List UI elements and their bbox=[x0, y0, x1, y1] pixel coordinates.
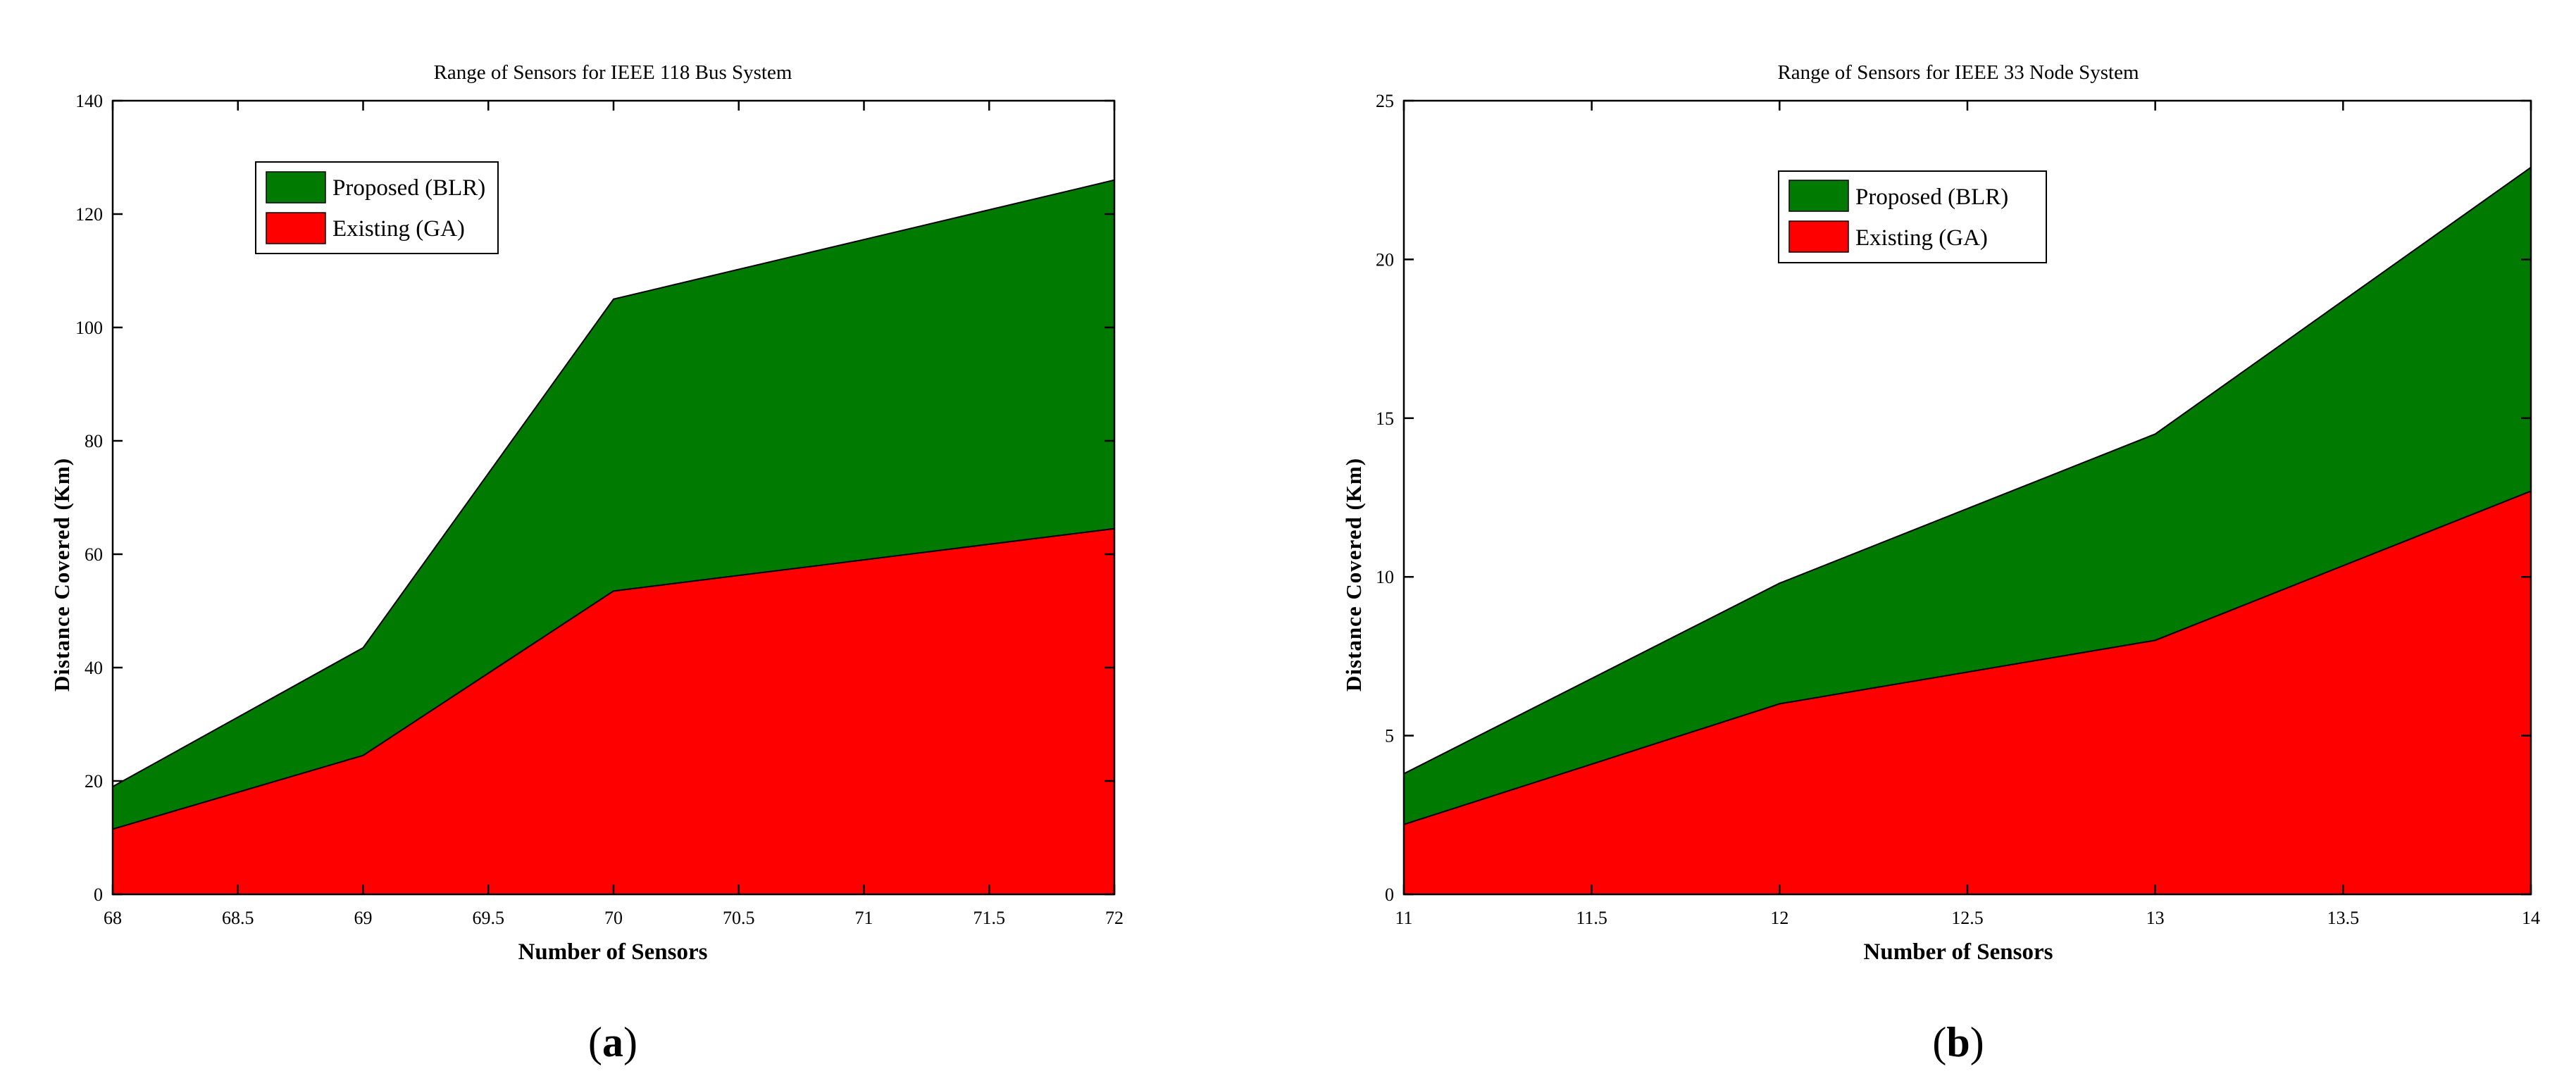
chart-panel-b: Range of Sensors for IEEE 33 Node System… bbox=[1341, 61, 2540, 1065]
chart-b-y-axis-label: Distance Covered (Km) bbox=[1341, 458, 1366, 692]
chart-b-x-tick-label: 12.5 bbox=[1951, 908, 1984, 928]
panel-label-b: (b) bbox=[1932, 1019, 1984, 1065]
chart-b-y-tick-label: 15 bbox=[1376, 408, 1394, 429]
chart-b-plot-area: 11 11.5 12 12.5 13 13.5 14 0 5 10 15 20 25 bbox=[1376, 91, 2540, 928]
chart-b-legend-label-existing: Existing (GA) bbox=[1855, 225, 1988, 251]
panel-label-b-open: ( bbox=[1932, 1019, 1946, 1065]
chart-a-x-tick-label: 68.5 bbox=[222, 908, 254, 928]
chart-a-y-tick-label: 120 bbox=[75, 204, 103, 225]
chart-b-title: Range of Sensors for IEEE 33 Node System bbox=[1777, 61, 2139, 84]
chart-b-legend: Proposed (BLR) Existing (GA) bbox=[1778, 170, 2047, 263]
chart-a-legend: Proposed (BLR) Existing (GA) bbox=[255, 161, 499, 254]
panel-label-a-close: ) bbox=[623, 1019, 637, 1065]
chart-a-legend-label-proposed: Proposed (BLR) bbox=[332, 175, 485, 201]
chart-b-y-tick-label: 0 bbox=[1385, 884, 1394, 905]
chart-a-y-tick-label: 60 bbox=[85, 544, 103, 565]
chart-a-y-tick-label: 20 bbox=[85, 771, 103, 792]
chart-a-x-tick-label: 69.5 bbox=[473, 908, 505, 928]
chart-b-y-tick-label: 20 bbox=[1376, 249, 1394, 270]
chart-b-x-tick-label: 11 bbox=[1395, 908, 1412, 928]
chart-a-x-tick-label: 72 bbox=[1105, 908, 1124, 928]
panel-label-b-close: ) bbox=[1970, 1019, 1984, 1065]
chart-a-legend-swatch-existing bbox=[266, 212, 326, 244]
chart-a-y-tick-label: 80 bbox=[85, 431, 103, 451]
chart-b-x-tick-label: 12 bbox=[1770, 908, 1788, 928]
chart-b-x-tick-label: 11.5 bbox=[1576, 908, 1607, 928]
chart-b-x-tick-label: 13.5 bbox=[2327, 908, 2360, 928]
chart-a-x-axis-label: Number of Sensors bbox=[518, 939, 708, 965]
chart-panel-a: Range of Sensors for IEEE 118 Bus System… bbox=[49, 61, 1124, 1065]
panel-label-b-letter: b bbox=[1946, 1019, 1970, 1065]
chart-a-y-tick-label: 140 bbox=[75, 91, 103, 111]
chart-a-y-tick-label: 40 bbox=[85, 658, 103, 678]
panel-label-a-open: ( bbox=[588, 1019, 602, 1065]
chart-a-x-tick-label: 70.5 bbox=[723, 908, 755, 928]
chart-b-x-tick-label: 14 bbox=[2522, 908, 2540, 928]
chart-b-legend-swatch-proposed bbox=[1788, 180, 1849, 212]
chart-a-x-tick-label: 68 bbox=[104, 908, 122, 928]
chart-b-x-tick-label: 13 bbox=[2146, 908, 2165, 928]
chart-a-legend-label-existing: Existing (GA) bbox=[332, 216, 465, 242]
chart-b-legend-label-proposed: Proposed (BLR) bbox=[1855, 185, 2008, 210]
chart-a-x-tick-label: 71.5 bbox=[973, 908, 1006, 928]
chart-a-y-tick-label: 0 bbox=[94, 884, 103, 905]
chart-a-y-tick-label: 100 bbox=[75, 318, 103, 338]
panel-label-a: (a) bbox=[588, 1019, 637, 1065]
chart-a-y-axis-label: Distance Covered (Km) bbox=[49, 458, 74, 692]
panel-label-a-letter: a bbox=[602, 1019, 623, 1065]
chart-a-x-tick-label: 69 bbox=[354, 908, 373, 928]
chart-b-x-axis-label: Number of Sensors bbox=[1864, 939, 2053, 965]
chart-b-y-tick-label: 5 bbox=[1385, 726, 1394, 746]
chart-a-legend-swatch-proposed bbox=[266, 171, 326, 204]
chart-a-x-tick-label: 71 bbox=[855, 908, 873, 928]
chart-b-y-tick-label: 10 bbox=[1376, 567, 1394, 587]
chart-a-plot-area: 68 68.5 69 69.5 70 70.5 71 71.5 72 0 20 40 60 80 100 12… bbox=[75, 91, 1124, 928]
chart-a-x-tick-label: 70 bbox=[604, 908, 623, 928]
chart-b-y-tick-label: 25 bbox=[1376, 91, 1394, 111]
chart-b-legend-swatch-existing bbox=[1788, 220, 1849, 253]
chart-a-title: Range of Sensors for IEEE 118 Bus System bbox=[434, 61, 792, 84]
